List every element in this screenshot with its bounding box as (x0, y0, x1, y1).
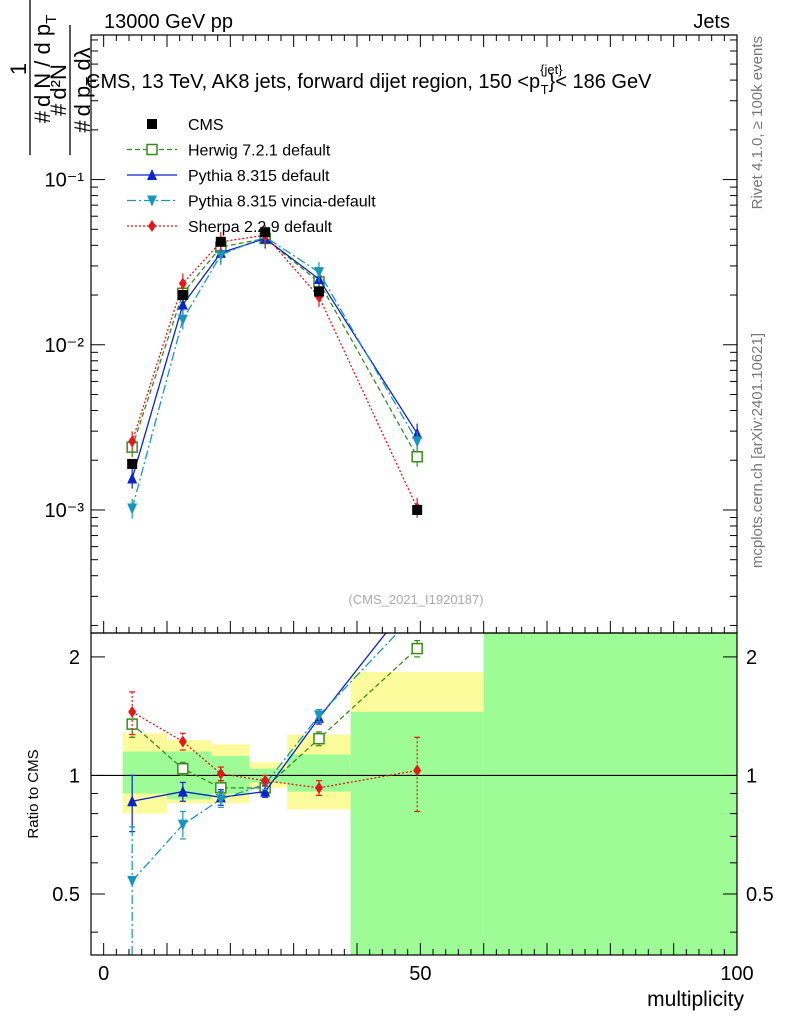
rivet-version-label: Rivet 4.1.0, ≥ 100k events (749, 36, 766, 209)
main-y-tick-label: 10⁻³ (45, 500, 85, 522)
data-point (314, 710, 324, 722)
series-cms (127, 227, 423, 515)
data-point (147, 119, 157, 129)
data-point (148, 220, 156, 232)
data-point (127, 795, 138, 807)
data-point (413, 764, 422, 777)
legend-entry: CMS (147, 117, 224, 134)
legend-entry: Sherpa 2.2.9 default (127, 219, 333, 236)
energy-label: 13000 GeV pp (104, 11, 233, 33)
legend-entry: Pythia 8.315 vincia-default (127, 194, 376, 211)
x-tick-label: 0 (98, 963, 109, 985)
ratio-ylabel: Ratio to CMS (25, 749, 42, 838)
inner-band-bin (350, 711, 484, 955)
analysis-watermark: (CMS_2021_I1920187) (348, 592, 483, 607)
data-point (215, 249, 226, 261)
data-point (147, 195, 157, 207)
series-pythia-8-315-vincia-default (127, 226, 423, 519)
legend-label: Pythia 8.315 vincia-default (188, 194, 376, 211)
data-point (314, 267, 324, 279)
series-line (131, 237, 418, 458)
data-point (260, 227, 271, 238)
main-plot-series (126, 225, 423, 519)
data-point (412, 504, 423, 515)
data-point (127, 472, 138, 484)
ratio-y-tick-label-left: 0.5 (52, 884, 80, 906)
ratio-y-tick-label-left: 2 (69, 647, 80, 669)
series-pythia-8-315-default (127, 228, 423, 489)
data-point (177, 819, 188, 831)
data-point (411, 450, 423, 463)
legend-entry: Herwig 7.2.1 default (127, 143, 331, 160)
axis-ticks (91, 35, 738, 955)
data-point (127, 503, 138, 515)
data-point (178, 277, 187, 290)
data-point (412, 436, 423, 448)
legend-label: Sherpa 2.2.9 default (188, 219, 333, 236)
ratio-y-tick-label-left: 1 (69, 765, 80, 787)
legend-label: CMS (188, 117, 224, 134)
axis-tick-labels: 0 50 100 10⁻³ 10⁻² 10⁻¹ 0.5 0.5 1 1 2 2 (45, 170, 774, 985)
data-point (177, 290, 188, 301)
x-axis-label: multiplicity (647, 988, 744, 1011)
ylabel-numerator-1: 1 (6, 63, 31, 75)
series-line (131, 234, 418, 509)
legend-entry: Pythia 8.315 default (127, 168, 330, 185)
data-point (215, 236, 226, 247)
ratio-line (132, 633, 387, 802)
data-point (128, 705, 137, 718)
ratio-y-tick-label-right: 0.5 (746, 884, 774, 906)
ylabel-denominator-1: #d N / d pT (30, 15, 60, 124)
series-herwig-7-2-1-default (126, 228, 423, 467)
ratio-y-tick-label-right: 2 (746, 647, 757, 669)
ratio-line (131, 711, 418, 789)
data-point (147, 169, 157, 180)
data-point (177, 785, 188, 797)
legend: CMS Herwig 7.2.1 default Pythia 8.315 defa… (127, 117, 376, 236)
data-point (146, 143, 158, 156)
data-point (314, 286, 324, 297)
data-point (177, 298, 188, 310)
ratio-series-sherpa-2-2-9-default (128, 691, 422, 813)
legend-label: Pythia 8.315 default (188, 168, 330, 185)
chart-title: CMS, 13 TeV, AK8 jets, forward dijet reg… (86, 62, 652, 97)
data-point (261, 774, 270, 787)
ratio-y-tick-label-right: 1 (746, 765, 757, 787)
data-point (177, 314, 188, 326)
data-point (177, 762, 189, 775)
data-point (313, 732, 325, 745)
ratio-uncertainty-bands (122, 633, 737, 955)
x-tick-label: 50 (409, 963, 431, 985)
main-y-tick-label: 10⁻¹ (45, 170, 85, 192)
series-line (131, 236, 418, 509)
main-y-tick-label: 10⁻² (45, 335, 85, 357)
data-point (411, 642, 423, 655)
series-line (131, 237, 418, 479)
data-point (178, 735, 187, 748)
ratio-series-pythia-8-315-vincia-default (127, 607, 422, 955)
data-point (216, 767, 225, 780)
category-label: Jets (693, 11, 730, 33)
ratio-line (131, 648, 418, 789)
ylabel-numerator-2: #d²N (46, 64, 71, 116)
ratio-panel-frame (90, 632, 738, 956)
ratio-line (131, 633, 399, 882)
data-point (412, 607, 422, 618)
legend-label: Herwig 7.2.1 default (188, 143, 331, 160)
data-point (315, 781, 323, 794)
data-point (127, 458, 138, 469)
mcplots-label: mcplots.cern.ch [arXiv:2401.10621] (749, 333, 766, 568)
inner-band-bin (483, 633, 737, 955)
x-tick-label: 100 (720, 963, 753, 985)
data-point (127, 875, 138, 887)
data-point (215, 794, 226, 806)
ratio-plot-series (126, 607, 423, 955)
inner-band-bin (122, 751, 167, 794)
data-point (260, 785, 271, 797)
data-point (128, 435, 137, 448)
